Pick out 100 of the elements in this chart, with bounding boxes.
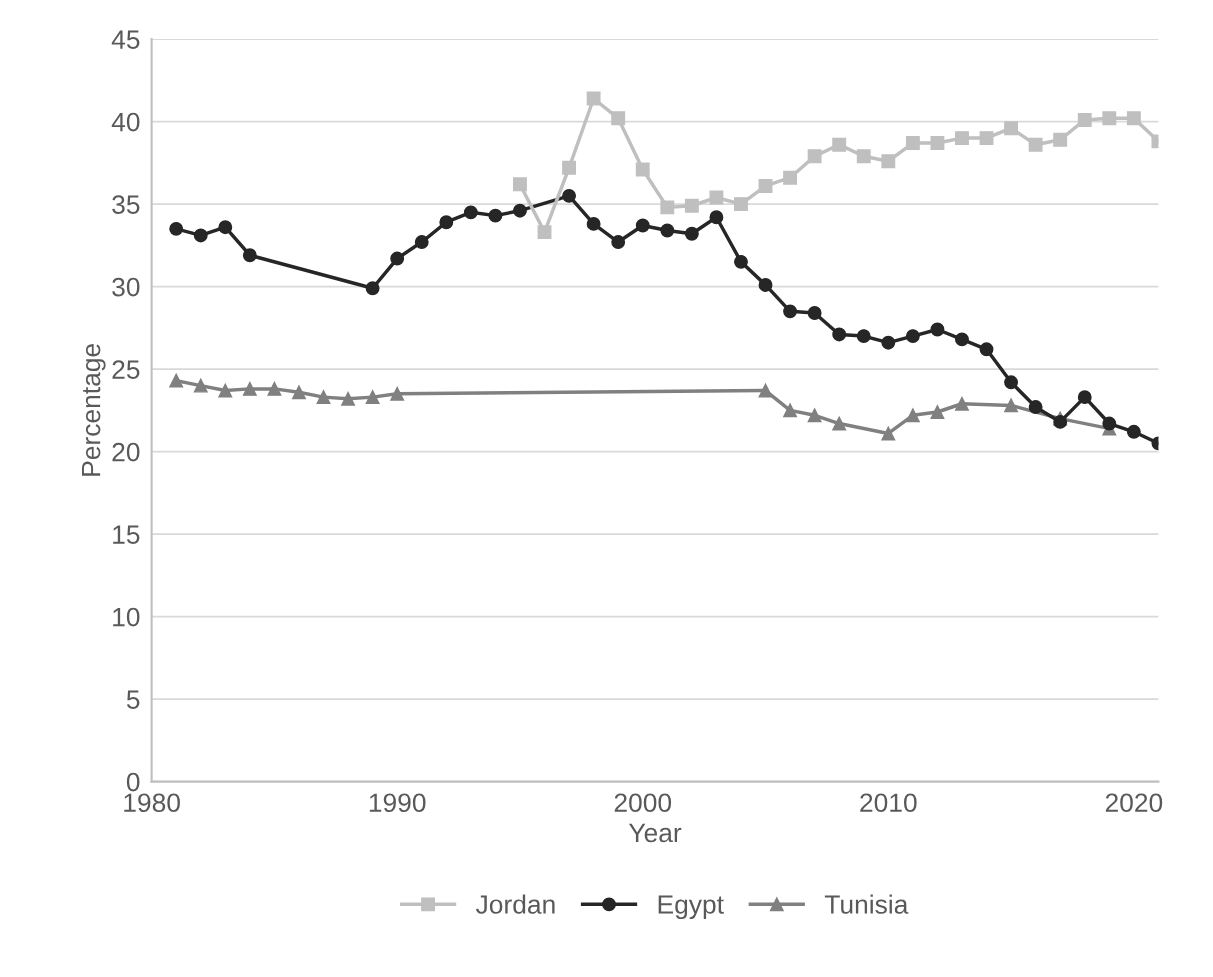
point: [1102, 111, 1117, 126]
point: [1126, 111, 1141, 126]
point: [218, 383, 233, 398]
point: [905, 136, 920, 150]
point: [758, 178, 773, 193]
point: [414, 235, 429, 249]
point: [832, 137, 847, 152]
y-tick-label: 10: [113, 607, 140, 627]
point: [316, 390, 331, 405]
point: [586, 91, 601, 106]
point: [709, 210, 724, 225]
point: [1004, 121, 1019, 136]
point: [758, 277, 773, 292]
point: [684, 198, 699, 213]
point: [1004, 375, 1019, 390]
point: [758, 383, 773, 398]
point: [807, 149, 822, 164]
point: [218, 220, 233, 235]
y-tick-label: 5: [126, 690, 140, 709]
point: [169, 373, 184, 388]
point: [513, 177, 527, 192]
legend-label: Tunisia: [824, 894, 909, 914]
point: [807, 306, 822, 320]
point: [390, 386, 405, 401]
point: [513, 203, 527, 218]
legend-label: Egypt: [658, 895, 724, 920]
point: [955, 396, 969, 411]
point: [783, 304, 798, 319]
legend-label: Jordan: [475, 894, 555, 914]
x-tick-label: 1990: [369, 793, 426, 813]
point: [193, 378, 208, 393]
x-tick-label: 1980: [124, 793, 180, 813]
point: [709, 190, 724, 205]
point: [562, 188, 577, 203]
point: [390, 251, 405, 266]
y-tick-label: 15: [113, 525, 140, 544]
point: [562, 160, 577, 175]
point: [1102, 416, 1117, 431]
y-tick-label: 0: [126, 772, 140, 792]
point: [586, 216, 601, 231]
point: [1077, 390, 1092, 405]
point: [635, 162, 650, 177]
y-tick-label: 30: [112, 277, 140, 297]
point: [1077, 112, 1092, 127]
point: [439, 215, 454, 230]
point: [242, 381, 257, 396]
x-tick-label: 2010: [860, 793, 917, 813]
point: [537, 225, 552, 240]
point: [930, 136, 945, 150]
point: [242, 248, 257, 263]
point: [881, 426, 896, 441]
point: [365, 281, 380, 296]
point: [463, 205, 478, 220]
point: [979, 131, 994, 146]
point: [856, 329, 871, 344]
point: [807, 408, 822, 423]
x-tick-label: 2020: [1105, 793, 1163, 813]
point: [365, 390, 380, 405]
point: [169, 221, 184, 236]
point: [1028, 400, 1043, 414]
point: [292, 385, 306, 400]
y-tick-label: 35: [112, 195, 140, 214]
point: [341, 391, 356, 406]
point: [832, 416, 847, 431]
point: [955, 332, 969, 347]
point: [660, 223, 675, 238]
point: [611, 235, 626, 249]
point: [1004, 398, 1019, 413]
y-tick-label: 20: [112, 442, 140, 462]
x-tick-label: 2000: [614, 793, 672, 813]
point: [1126, 424, 1141, 439]
point: [1053, 414, 1068, 429]
point: [635, 218, 650, 233]
point: [881, 154, 896, 169]
point: [611, 111, 626, 126]
point: [267, 381, 282, 396]
point: [1053, 132, 1068, 147]
point: [955, 131, 969, 146]
y-tick-label: 40: [111, 112, 140, 132]
point: [905, 329, 920, 344]
x-axis-title: Year: [628, 823, 682, 843]
point: [783, 403, 798, 418]
point: [488, 208, 503, 223]
point: [734, 254, 748, 269]
y-axis-title: Percentage: [81, 344, 106, 476]
point: [832, 327, 847, 342]
y-tick-label: 25: [112, 360, 140, 379]
point: [930, 405, 945, 419]
point: [1028, 137, 1043, 152]
point: [979, 342, 994, 357]
point: [660, 200, 675, 215]
point: [193, 228, 208, 243]
point: [783, 170, 798, 185]
point: [930, 322, 945, 337]
y-tick-label: 45: [111, 30, 140, 49]
point: [856, 149, 871, 164]
point: [905, 408, 920, 423]
point: [881, 335, 896, 350]
point: [734, 197, 748, 212]
point: [684, 226, 699, 241]
